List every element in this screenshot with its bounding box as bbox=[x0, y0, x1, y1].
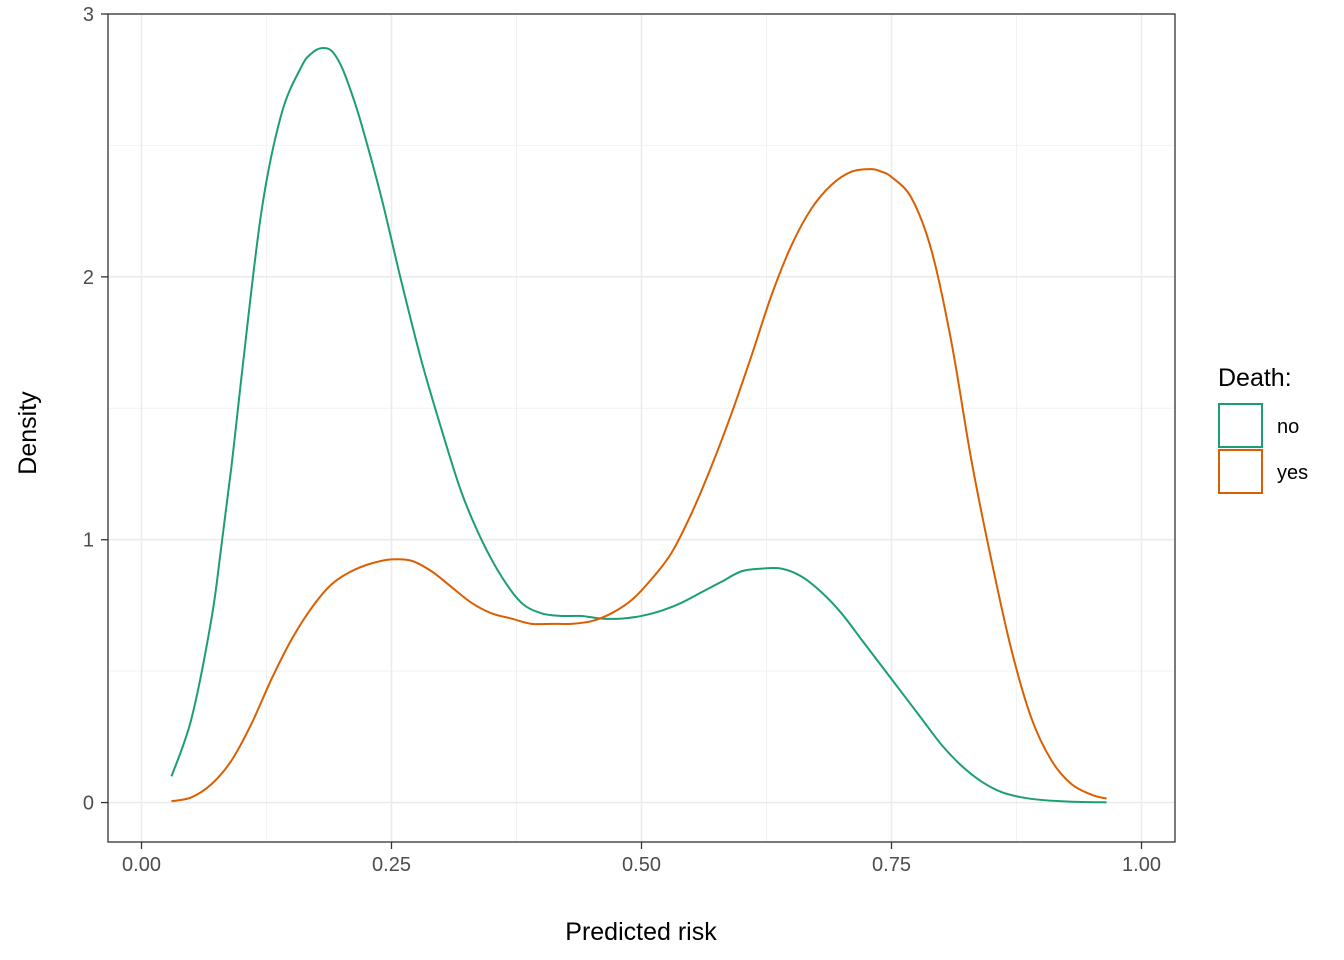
x-tick-label: 0.00 bbox=[122, 854, 161, 876]
x-tick-label: 1.00 bbox=[1122, 854, 1161, 876]
x-axis-title: Predicted risk bbox=[565, 918, 717, 946]
x-tick-label: 0.25 bbox=[372, 854, 411, 876]
legend-title: Death: bbox=[1218, 364, 1292, 392]
legend-label-no: no bbox=[1277, 416, 1299, 438]
grid-lines bbox=[108, 13, 1175, 842]
legend-label-yes: yes bbox=[1277, 462, 1308, 484]
series-line-yes bbox=[171, 168, 1107, 803]
y-tick-label: 1 bbox=[83, 530, 94, 552]
legend-key-no bbox=[1218, 403, 1263, 448]
y-tick-label: 0 bbox=[83, 793, 94, 815]
y-axis-title: Density bbox=[14, 391, 42, 475]
legend: Death: no yes bbox=[1218, 364, 1308, 494]
legend-key-yes bbox=[1218, 449, 1263, 494]
x-axis: 0.00 0.25 0.50 0.75 1.00 bbox=[122, 842, 1161, 876]
x-tick-label: 0.75 bbox=[872, 854, 911, 876]
y-tick-label: 2 bbox=[83, 267, 94, 289]
series-line-no bbox=[170, 46, 1107, 804]
series-layer bbox=[170, 46, 1107, 804]
x-tick-label: 0.50 bbox=[622, 854, 661, 876]
y-tick-label: 3 bbox=[83, 4, 94, 26]
y-axis: 0 1 2 3 bbox=[83, 4, 108, 815]
